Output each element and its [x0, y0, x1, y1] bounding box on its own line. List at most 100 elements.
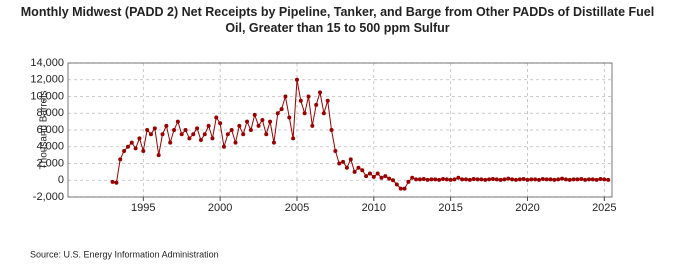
data-point: [145, 128, 150, 132]
data-point: [583, 177, 588, 182]
y-tick-label: 6,000: [36, 124, 64, 136]
data-point: [483, 177, 488, 182]
data-point: [537, 177, 542, 182]
data-point: [456, 175, 461, 180]
data-point: [364, 174, 369, 179]
data-point: [440, 176, 445, 181]
x-tick-label: 2010: [362, 202, 386, 214]
data-point: [490, 176, 495, 181]
data-point: [513, 177, 518, 182]
data-point: [410, 175, 415, 180]
data-point: [398, 186, 403, 191]
data-point: [321, 111, 326, 116]
data-point: [348, 157, 353, 162]
data-point: [437, 177, 442, 182]
data-point: [125, 144, 130, 149]
data-point: [298, 98, 303, 103]
data-point: [417, 177, 422, 182]
data-point: [241, 132, 246, 137]
data-point: [510, 177, 515, 182]
data-point: [337, 161, 342, 166]
data-point: [475, 177, 480, 182]
y-tick-label: 0: [58, 174, 64, 186]
data-point: [563, 177, 568, 182]
x-tick-label: 2025: [592, 202, 616, 214]
data-point: [195, 126, 200, 131]
x-tick-label: 2000: [208, 202, 232, 214]
y-tick-label: 14,000: [30, 57, 64, 69]
data-point: [164, 123, 169, 128]
data-point: [521, 176, 526, 181]
data-point: [206, 123, 211, 128]
data-point: [129, 140, 134, 145]
data-point: [606, 177, 611, 182]
data-point: [460, 177, 465, 182]
chart-title: Monthly Midwest (PADD 2) Net Receipts by…: [20, 5, 655, 35]
data-point: [586, 177, 591, 182]
data-point: [137, 136, 142, 141]
data-point: [567, 177, 572, 182]
data-point: [168, 140, 173, 145]
data-point: [487, 177, 492, 182]
data-point: [302, 111, 307, 116]
data-point: [221, 144, 226, 149]
data-point: [172, 128, 177, 132]
plot-frame: [67, 62, 613, 198]
data-point: [560, 176, 565, 181]
data-point: [325, 98, 330, 103]
data-point: [264, 132, 269, 137]
data-point: [294, 77, 299, 82]
data-point: [467, 177, 472, 182]
data-point: [394, 182, 399, 187]
data-point: [444, 177, 449, 182]
data-point: [329, 128, 334, 132]
x-tick-label: 1995: [131, 202, 155, 214]
x-tick-label: 2005: [285, 202, 309, 214]
data-point: [179, 132, 184, 137]
data-point: [306, 94, 311, 99]
data-point: [494, 177, 499, 182]
y-tick-label: 4,000: [36, 141, 64, 153]
data-point: [540, 176, 545, 181]
data-point: [529, 177, 534, 182]
data-point: [214, 115, 219, 120]
data-point: [391, 178, 396, 183]
data-point: [383, 174, 388, 179]
data-point: [375, 171, 380, 176]
data-point: [498, 177, 503, 182]
data-point: [356, 165, 361, 170]
data-point: [344, 165, 349, 170]
data-point: [517, 177, 522, 182]
data-point: [260, 117, 265, 122]
data-point: [133, 146, 138, 151]
data-point: [352, 169, 357, 174]
data-point: [229, 128, 234, 132]
data-point: [225, 132, 230, 137]
source: Source: U.S. Energy Information Administ…: [30, 249, 219, 259]
y-tick-label: 12,000: [30, 74, 64, 86]
data-point: [118, 157, 123, 162]
data-point: [360, 168, 365, 173]
data-point: [279, 107, 284, 112]
data-point: [525, 177, 530, 182]
data-point: [506, 176, 511, 181]
data-point: [283, 94, 288, 99]
data-point: [421, 176, 426, 181]
data-point: [571, 177, 576, 182]
y-tick-label: 2,000: [36, 157, 64, 169]
data-point: [425, 177, 430, 182]
data-point: [152, 126, 157, 131]
y-tick-label: -2,000: [33, 191, 64, 203]
data-point: [287, 115, 292, 120]
data-point: [556, 177, 561, 182]
data-point: [371, 174, 376, 179]
data-point: [448, 177, 453, 182]
data-point: [160, 132, 165, 137]
data-point: [275, 111, 280, 116]
data-point: [202, 132, 207, 137]
data-point: [464, 177, 469, 182]
data-point: [414, 177, 419, 182]
data-point: [502, 177, 507, 182]
